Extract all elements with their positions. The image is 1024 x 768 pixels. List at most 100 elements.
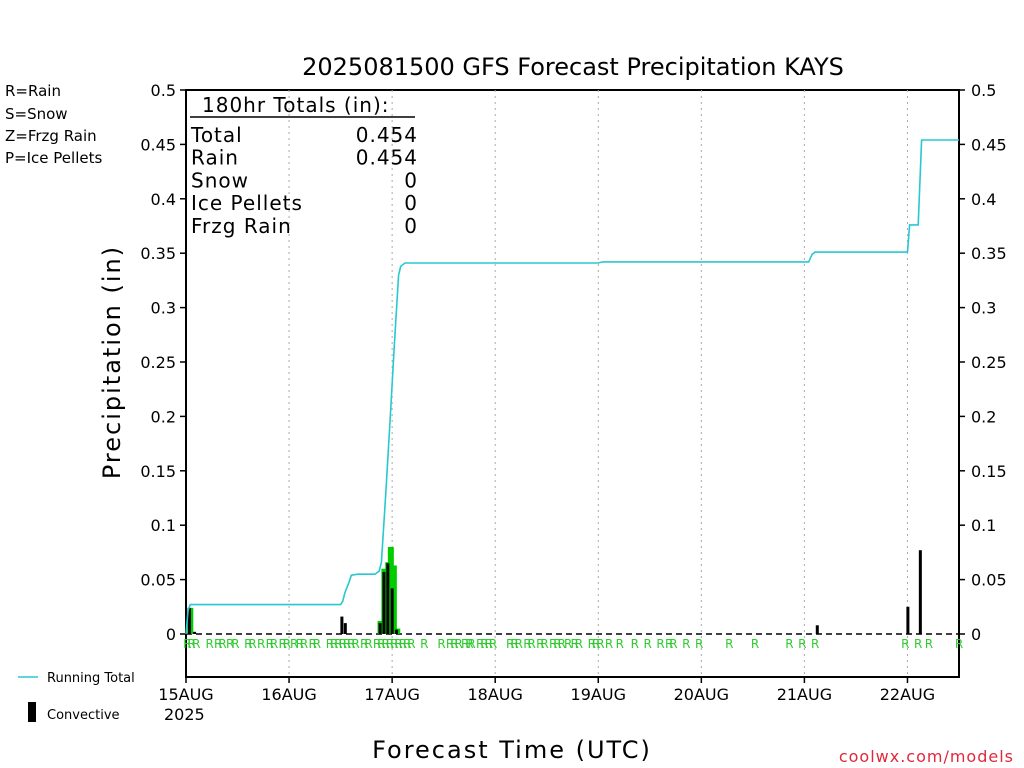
x-tick-label: 20AUG <box>674 685 729 704</box>
y-tick-label-right: 0 <box>971 625 981 644</box>
convective-bar <box>193 631 197 634</box>
y-axis-title: Precipitation (in) <box>98 245 126 479</box>
y-tick-label: 0.5 <box>151 81 176 100</box>
precip-type-mark: R <box>248 637 256 651</box>
totals-row-label: Total <box>190 123 243 147</box>
y-tick-label-right: 0.15 <box>971 462 1007 481</box>
precip-type-mark: R <box>351 637 359 651</box>
plot-frame <box>185 89 960 678</box>
x-tick-label: 19AUG <box>571 685 626 704</box>
totals-row-label: Ice Pellets <box>191 191 303 215</box>
precip-type-mark: R <box>725 637 733 651</box>
precip-type-mark: R <box>506 637 514 651</box>
totals-heading: 180hr Totals (in): <box>202 93 390 117</box>
precip-type-mark: R <box>266 637 274 651</box>
y-tick-label-right: 0.3 <box>971 299 996 318</box>
precip-type-mark: R <box>785 637 793 651</box>
y-tick-label-right: 0.4 <box>971 190 996 209</box>
precip-type-mark: R <box>334 637 342 651</box>
precip-type-mark: R <box>278 637 286 651</box>
totals-row-label: Rain <box>191 146 239 170</box>
precip-type-mark: R <box>403 637 411 651</box>
precip-type-mark: R <box>523 637 531 651</box>
x-tick-label: 22AUG <box>880 685 935 704</box>
precip-type-mark: R <box>553 637 561 651</box>
y-tick-label: 0.35 <box>140 244 176 263</box>
precip-type-mark: R <box>446 637 454 651</box>
y-tick-label-right: 0.05 <box>971 571 1007 590</box>
grid-lines <box>288 90 908 677</box>
precip-type-mark: R <box>489 637 497 651</box>
precip-type-mark: R <box>283 637 291 651</box>
precip-type-mark: R <box>205 637 213 651</box>
precip-type-mark: R <box>558 637 566 651</box>
precip-type-mark: R <box>326 637 334 651</box>
precip-type-mark: R <box>811 637 819 651</box>
precip-type-mark: R <box>214 637 222 651</box>
precip-type-mark: R <box>386 637 394 651</box>
precip-type-mark: R <box>187 637 195 651</box>
precip-type-mark: R <box>399 637 407 651</box>
y-tick-label-right: 0.35 <box>971 244 1007 263</box>
precip-type-mark: R <box>914 637 922 651</box>
y-tick-label-right: 0.25 <box>971 353 1007 372</box>
precip-type-mark: R <box>925 637 933 651</box>
convective-bar <box>187 607 191 634</box>
precip-type-mark: R <box>575 637 583 651</box>
precip-type-mark: R <box>480 637 488 651</box>
x-tick-label: 21AUG <box>777 685 832 704</box>
legend-frzg-rain: Z=Frzg Rain <box>5 127 97 145</box>
y-tick-label: 0.25 <box>140 353 176 372</box>
precip-type-mark: R <box>461 637 469 651</box>
convective-bar <box>906 606 910 634</box>
precip-type-mark: R <box>343 637 351 651</box>
precip-type-mark: R <box>377 637 385 651</box>
y-axis-right: 0 0.05 0.1 0.15 0.2 0.25 0.3 0.35 0.4 0.45 0.5 <box>959 81 1007 644</box>
precip-type-mark: R <box>231 637 239 651</box>
y-tick-label-right: 0.5 <box>971 81 996 100</box>
convective-bar <box>378 623 382 634</box>
convective-bar <box>394 629 398 634</box>
totals-row-value: 0 <box>404 191 418 215</box>
precip-type-mark: R <box>313 637 321 651</box>
precip-type-mark: R <box>382 637 390 651</box>
precip-type-mark: R <box>465 637 473 651</box>
precip-type-mark: R <box>183 637 191 651</box>
legend-rain: R=Rain <box>5 82 61 100</box>
y-tick-label: 0.4 <box>151 190 176 209</box>
y-tick-label-right: 0.2 <box>971 407 996 426</box>
convective-bar <box>390 588 394 634</box>
precip-type-mark: R <box>257 637 265 651</box>
x-axis: 15AUG 16AUG 17AUG 18AUG 19AUG 20AUG 21AUG 22AUG <box>158 677 935 704</box>
precip-type-mark: R <box>226 637 234 651</box>
precip-type-mark: R <box>407 637 415 651</box>
x-tick-label: 16AUG <box>261 685 316 704</box>
precip-type-mark: R <box>515 637 523 651</box>
y-tick-label: 0.45 <box>140 135 176 154</box>
precip-type-mark: R <box>450 637 458 651</box>
precip-type-mark: R <box>592 637 600 651</box>
precip-type-mark: R <box>330 637 338 651</box>
convective-bar <box>386 563 390 634</box>
precip-type-mark: R <box>218 637 226 651</box>
y-tick-label: 0.3 <box>151 299 176 318</box>
x-year-label: 2025 <box>164 705 205 724</box>
totals-row-label: Snow <box>191 168 249 192</box>
totals-row-value: 0.454 <box>356 123 418 147</box>
legend-snow: S=Snow <box>5 105 68 123</box>
credit-text: coolwx.com/models <box>839 747 1014 766</box>
precip-type-mark: R <box>570 637 578 651</box>
precip-type-mark: R <box>901 637 909 651</box>
totals-row-value: 0 <box>404 214 418 238</box>
running-total-line <box>185 139 959 635</box>
precip-type-mark: R <box>695 637 703 651</box>
precip-type-mark: R <box>549 637 557 651</box>
legend-ice-pellets: P=Ice Pellets <box>5 149 102 167</box>
chart-title: 2025081500 GFS Forecast Precipitation KA… <box>302 53 844 81</box>
precip-type-mark: R <box>373 637 381 651</box>
x-axis-title: Forecast Time (UTC) <box>372 736 652 764</box>
convective-bar <box>382 571 386 634</box>
x-tick-label: 15AUG <box>158 685 213 704</box>
precip-type-mark: R <box>192 637 200 651</box>
